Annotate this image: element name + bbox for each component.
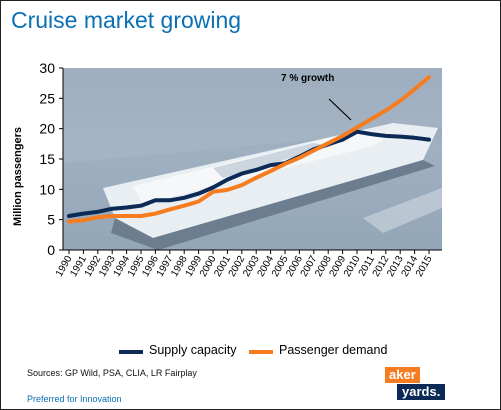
y-tick-label: 25 xyxy=(39,90,55,106)
annotations: 7 % growth xyxy=(281,73,352,121)
y-tick-label: 15 xyxy=(39,151,55,167)
y-tick-label: 10 xyxy=(39,181,55,197)
logo-bottom: yards. xyxy=(397,384,446,400)
y-tick-label: 0 xyxy=(47,242,55,258)
y-tick-label: 5 xyxy=(47,212,55,228)
ship-illustration xyxy=(63,68,442,250)
y-tick-label: 30 xyxy=(39,60,55,76)
annotation-7pct-growth: 7 % growth xyxy=(281,73,334,84)
sources-note: Sources: GP Wild, PSA, CLIA, LR Fairplay xyxy=(27,368,197,378)
page-title: Cruise market growing xyxy=(11,7,242,33)
series-lines xyxy=(67,75,431,224)
annotation-pointer xyxy=(328,98,352,121)
cruise-ship-photo xyxy=(63,68,442,250)
series-line-demand xyxy=(67,75,431,224)
tagline: Preferred for Innovation xyxy=(27,394,122,404)
logo-top: aker xyxy=(385,367,420,383)
y-axis-label: Million passengers xyxy=(12,127,24,226)
legend-label-supply: Supply capacity xyxy=(149,343,237,357)
y-tick-label: 20 xyxy=(39,121,55,137)
legend-swatch-demand xyxy=(249,350,273,354)
axes xyxy=(62,68,442,251)
legend-swatch-supply xyxy=(119,350,143,354)
series-line-supply xyxy=(67,129,431,218)
tick-labels: 0510152025301990199119921993199419951996… xyxy=(39,60,434,279)
x-tick-label: 2015 xyxy=(414,254,435,279)
legend-label-demand: Passenger demand xyxy=(279,343,388,357)
aker-yards-logo: aker yards. xyxy=(385,367,455,401)
